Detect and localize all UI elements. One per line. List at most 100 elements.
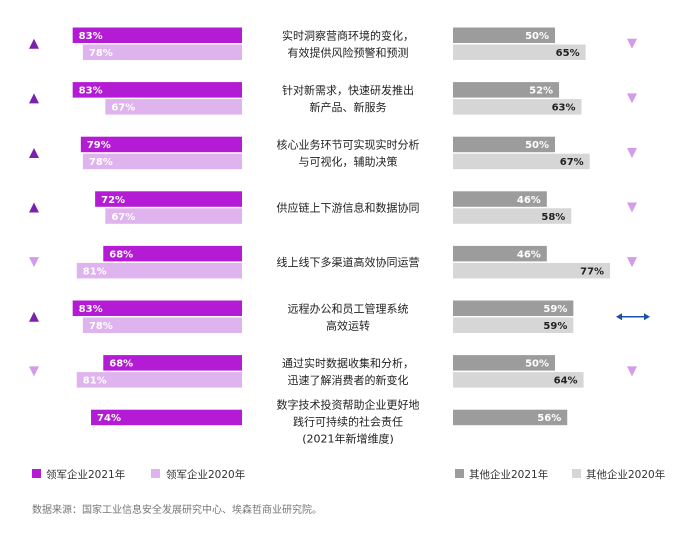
triangle-up-icon [29,202,39,213]
triangle-down-icon [627,93,637,104]
data-label-leader-2020: 67% [111,103,135,114]
chart-row: 72% 67% 46%58% 供应链上下游信息和数据协同 [29,191,637,224]
source-note: 数据来源：国家工业信息安全发展研究中心、埃森哲商业研究院。 [32,503,322,516]
bar-leader-2021 [72,27,243,43]
bar-leader-2020 [76,262,242,279]
bar-others-2020 [453,262,611,279]
bar-others-2020 [453,208,572,224]
chart-row: 79% 78% 50% 67% 核心业务环节可实现实时分析与可视化，辅助决策 [29,136,637,170]
data-label-others-2020: 77% [580,266,604,277]
triangle-down-icon [627,202,637,213]
category-label: 供应链上下游信息和数据协同 [277,201,420,215]
triangle-up-icon [29,38,39,49]
chart-row: 83% 67% 52% 63% 针对新需求，快速研发推出新产品、新服务 [29,82,637,115]
data-label-leader-2020: 78% [89,321,113,332]
legend-swatch-others-2020 [572,469,581,478]
bar-leader-2020 [105,208,242,224]
data-label-others-2021: 50% [525,359,549,370]
bar-leader-2020 [76,372,242,388]
data-label-others-2020: 58% [541,212,565,223]
legend-item-leader-2021: 领军企业2021年 [32,468,125,481]
bar-leader-2020 [105,99,242,115]
data-label-others-2020: 63% [552,103,576,114]
chart-row: 68%81% 46% 77% 线上线下多渠道高效协同运营 [29,245,637,279]
data-label-leader-2021: 83% [79,31,103,42]
category-label: 实时洞察营商环境的变化，有效提供风险预警和预测 [282,28,414,59]
legend-label-others-2020: 其他企业2020年 [586,468,665,481]
data-label-leader-2021: 68% [109,249,133,260]
bar-others-2021 [453,191,547,207]
bar-others-2021 [453,300,574,316]
data-label-leader-2021: 74% [97,413,121,424]
category-label: 线上线下多渠道高效协同运营 [277,255,420,269]
chart-row: 74% 56% 数字技术投资帮助企业更好地践行可持续的社会责任(2021年新增维度) [91,398,568,446]
legend-label-leader-2021: 领军企业2021年 [46,468,125,481]
data-label-others-2021: 52% [529,86,553,97]
bar-leader-2020 [82,317,242,333]
triangle-down-icon [627,147,637,158]
bar-leader-2020 [82,153,242,170]
bar-leader-2021 [72,82,243,98]
legend-item-others-2020: 其他企业2020年 [572,468,665,481]
legend-item-leader-2020: 领军企业2020年 [151,468,245,481]
bar-others-2021 [453,27,555,43]
data-label-others-2021: 46% [517,195,541,206]
triangle-down-icon [29,257,39,268]
triangle-down-icon [627,38,637,49]
data-label-others-2021: 56% [537,413,561,424]
triangle-down-icon [627,257,637,268]
chart-row: 83% 78% 50% 65% 实时洞察营商环境的变化，有效提供风险预警和预测 [29,27,637,60]
data-label-others-2021: 50% [525,31,549,42]
bar-leader-2021 [80,136,242,153]
data-label-others-2020: 64% [554,376,578,387]
bar-leader-2021 [72,300,243,316]
data-label-leader-2021: 83% [79,304,103,315]
chart-row: 68%81% 50% 64% 通过实时数据收集和分析，迅速了解消费者的新变化 [29,355,637,388]
legend-swatch-others-2021 [455,469,464,478]
bar-leader-2021 [91,409,242,426]
legend-swatch-leader-2021 [32,469,41,478]
bar-others-2021 [453,136,555,153]
double-arrow-icon [616,313,650,321]
category-label: 数字技术投资帮助企业更好地践行可持续的社会责任(2021年新增维度) [277,398,420,446]
legend-label-others-2021: 其他企业2021年 [469,468,548,481]
bar-others-2020 [453,99,582,115]
bar-others-2021 [453,409,568,426]
category-label: 远程办公和员工管理系统高效运转 [288,301,409,332]
bar-leader-2021 [103,245,242,262]
data-label-leader-2021: 72% [101,195,125,206]
bar-leader-2020 [82,44,242,60]
data-label-leader-2020: 78% [89,48,113,59]
category-label: 通过实时数据收集和分析，迅速了解消费者的新变化 [282,356,414,387]
bar-others-2021 [453,245,547,262]
triangle-down-icon [627,366,637,377]
data-label-leader-2020: 81% [83,266,107,277]
data-label-others-2020: 67% [560,157,584,168]
bar-others-2021 [453,82,560,98]
data-label-leader-2020: 81% [83,376,107,387]
data-label-leader-2021: 83% [79,86,103,97]
bar-others-2020 [453,372,584,388]
bar-leader-2021 [95,191,243,207]
triangle-down-icon [29,366,39,377]
category-label: 针对新需求，快速研发推出新产品、新服务 [282,83,414,114]
legend: 领军企业2021年 领军企业2020年 其他企业2021年 其他企业2020年 [32,468,665,481]
data-label-leader-2020: 78% [89,157,113,168]
data-label-leader-2021: 68% [109,359,133,370]
bar-others-2020 [453,317,574,333]
data-label-leader-2020: 67% [111,212,135,223]
legend-item-others-2021: 其他企业2021年 [455,468,548,481]
data-label-others-2020: 65% [556,48,580,59]
data-label-others-2020: 59% [543,321,567,332]
bar-others-2020 [453,153,590,170]
bar-leader-2021 [103,355,242,371]
legend-label-leader-2020: 领军企业2020年 [166,468,245,481]
chart-rows: 83% 78% 50% 65% 实时洞察营商环境的变化，有效提供风险预警和预测 83% 67… [29,27,650,446]
category-label: 核心业务环节可实现实时分析与可视化，辅助决策 [277,137,420,168]
triangle-up-icon [29,311,39,322]
data-label-others-2021: 50% [525,140,549,151]
data-label-others-2021: 59% [543,304,567,315]
data-label-leader-2021: 79% [87,140,111,151]
bar-others-2021 [453,355,555,371]
